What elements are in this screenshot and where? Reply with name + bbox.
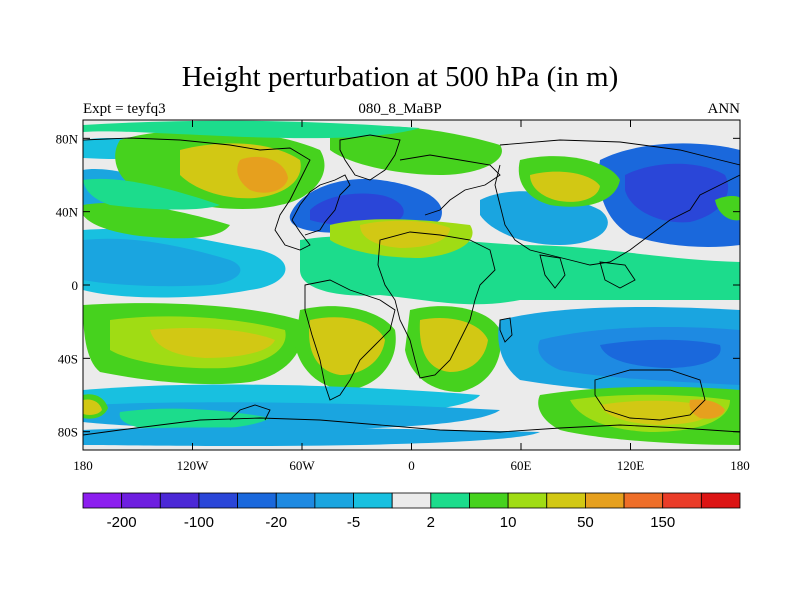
colorbar-box	[469, 492, 509, 509]
pacific-cyan-band-2	[83, 238, 241, 287]
colorbar-box	[237, 492, 277, 509]
lat-tick-label: 40N	[56, 205, 79, 220]
sh-yellow-africa	[419, 318, 488, 372]
coast-australia	[594, 369, 706, 421]
colorbar-box	[585, 492, 625, 509]
colorbar-label: 50	[577, 514, 594, 531]
colorbar-label: 150	[650, 514, 675, 531]
colorbar-box	[198, 492, 238, 509]
nh-blue-pacific-core	[625, 163, 729, 223]
colorbar-box	[121, 492, 161, 509]
colorbar-box	[159, 492, 200, 509]
contour-field	[83, 120, 740, 450]
colorbar-label: 10	[500, 514, 517, 531]
colorbar-box	[275, 492, 316, 509]
sh-orange-antarctic	[689, 399, 725, 419]
colorbar-box	[82, 492, 123, 509]
coast-antarctic-peninsula	[229, 404, 271, 421]
colorbar: -200 -100 -20 -5 2 10 50 150	[82, 492, 741, 531]
coast-south-america	[304, 279, 396, 401]
colorbar-label: -100	[184, 514, 214, 531]
coast-north-america	[83, 137, 351, 251]
lat-tick-label: 40S	[58, 351, 78, 366]
lon-tick-label: 180	[730, 458, 750, 473]
sh-yellow-samerica	[309, 317, 385, 375]
colorbar-label: -5	[347, 514, 360, 531]
nh-yellow-northafrica	[360, 220, 450, 248]
nh-green-polar	[83, 120, 420, 139]
sh-blue-indian-core	[600, 339, 721, 368]
sh-gold-pacific	[150, 328, 275, 358]
lon-tick-label: 120W	[177, 458, 210, 473]
colorbar-box	[430, 492, 470, 509]
coast-antarctica	[83, 417, 740, 436]
colorbar-box	[507, 492, 548, 509]
nh-yellow-asia	[530, 171, 600, 202]
nh-orange-america	[237, 156, 288, 193]
period-label: 080_8_MaBP	[358, 101, 442, 117]
lon-tick-label: 120E	[617, 458, 645, 473]
colorbar-box	[700, 492, 741, 509]
colorbar-box	[353, 492, 393, 509]
colorbar-box	[314, 492, 354, 509]
coast-africa	[377, 231, 496, 379]
lat-tick-label: 80N	[56, 131, 79, 146]
colorbar-box	[623, 492, 664, 509]
lon-tick-label: 180	[73, 458, 93, 473]
colorbar-label: 2	[427, 514, 435, 531]
colorbar-box	[662, 492, 702, 509]
sh-gold-antarctic	[600, 400, 715, 425]
nh-green-pacific-east	[83, 202, 230, 239]
colorbar-box	[546, 492, 586, 509]
nh-green-europe	[330, 125, 502, 175]
lon-tick-label: 60W	[289, 458, 315, 473]
sh-green-weddell	[119, 408, 270, 430]
coast-india	[539, 254, 566, 289]
coastlines	[83, 134, 740, 436]
coast-europe	[399, 154, 501, 216]
nh-green-east-asia	[715, 195, 740, 221]
colorbar-label: -20	[265, 514, 287, 531]
sh-gold-wpac	[83, 399, 102, 415]
longitude-axis: 180 120W 60W 0 60E 120E 180	[73, 120, 750, 473]
lat-tick-label: 80S	[58, 425, 78, 440]
experiment-label: Expt = teyfq3	[83, 101, 166, 117]
chart-title: Height perturbation at 500 hPa (in m)	[181, 61, 619, 93]
lon-tick-label: 0	[408, 458, 415, 473]
nh-blue-atlantic-core	[310, 193, 404, 226]
latitude-axis: 80N 40N 0 40S 80S	[56, 131, 740, 440]
coast-greenland	[339, 134, 401, 181]
coast-madagascar	[499, 317, 513, 343]
nh-green-pacific-east-2	[83, 178, 220, 210]
lat-tick-label: 0	[72, 278, 79, 293]
colorbar-box	[391, 492, 432, 509]
season-label: ANN	[707, 101, 741, 117]
colorbar-label: -200	[107, 514, 137, 531]
coast-asia	[494, 139, 740, 266]
coast-se-asia	[599, 261, 636, 289]
lon-tick-label: 60E	[511, 458, 532, 473]
sh-cyan-polar	[83, 427, 540, 446]
